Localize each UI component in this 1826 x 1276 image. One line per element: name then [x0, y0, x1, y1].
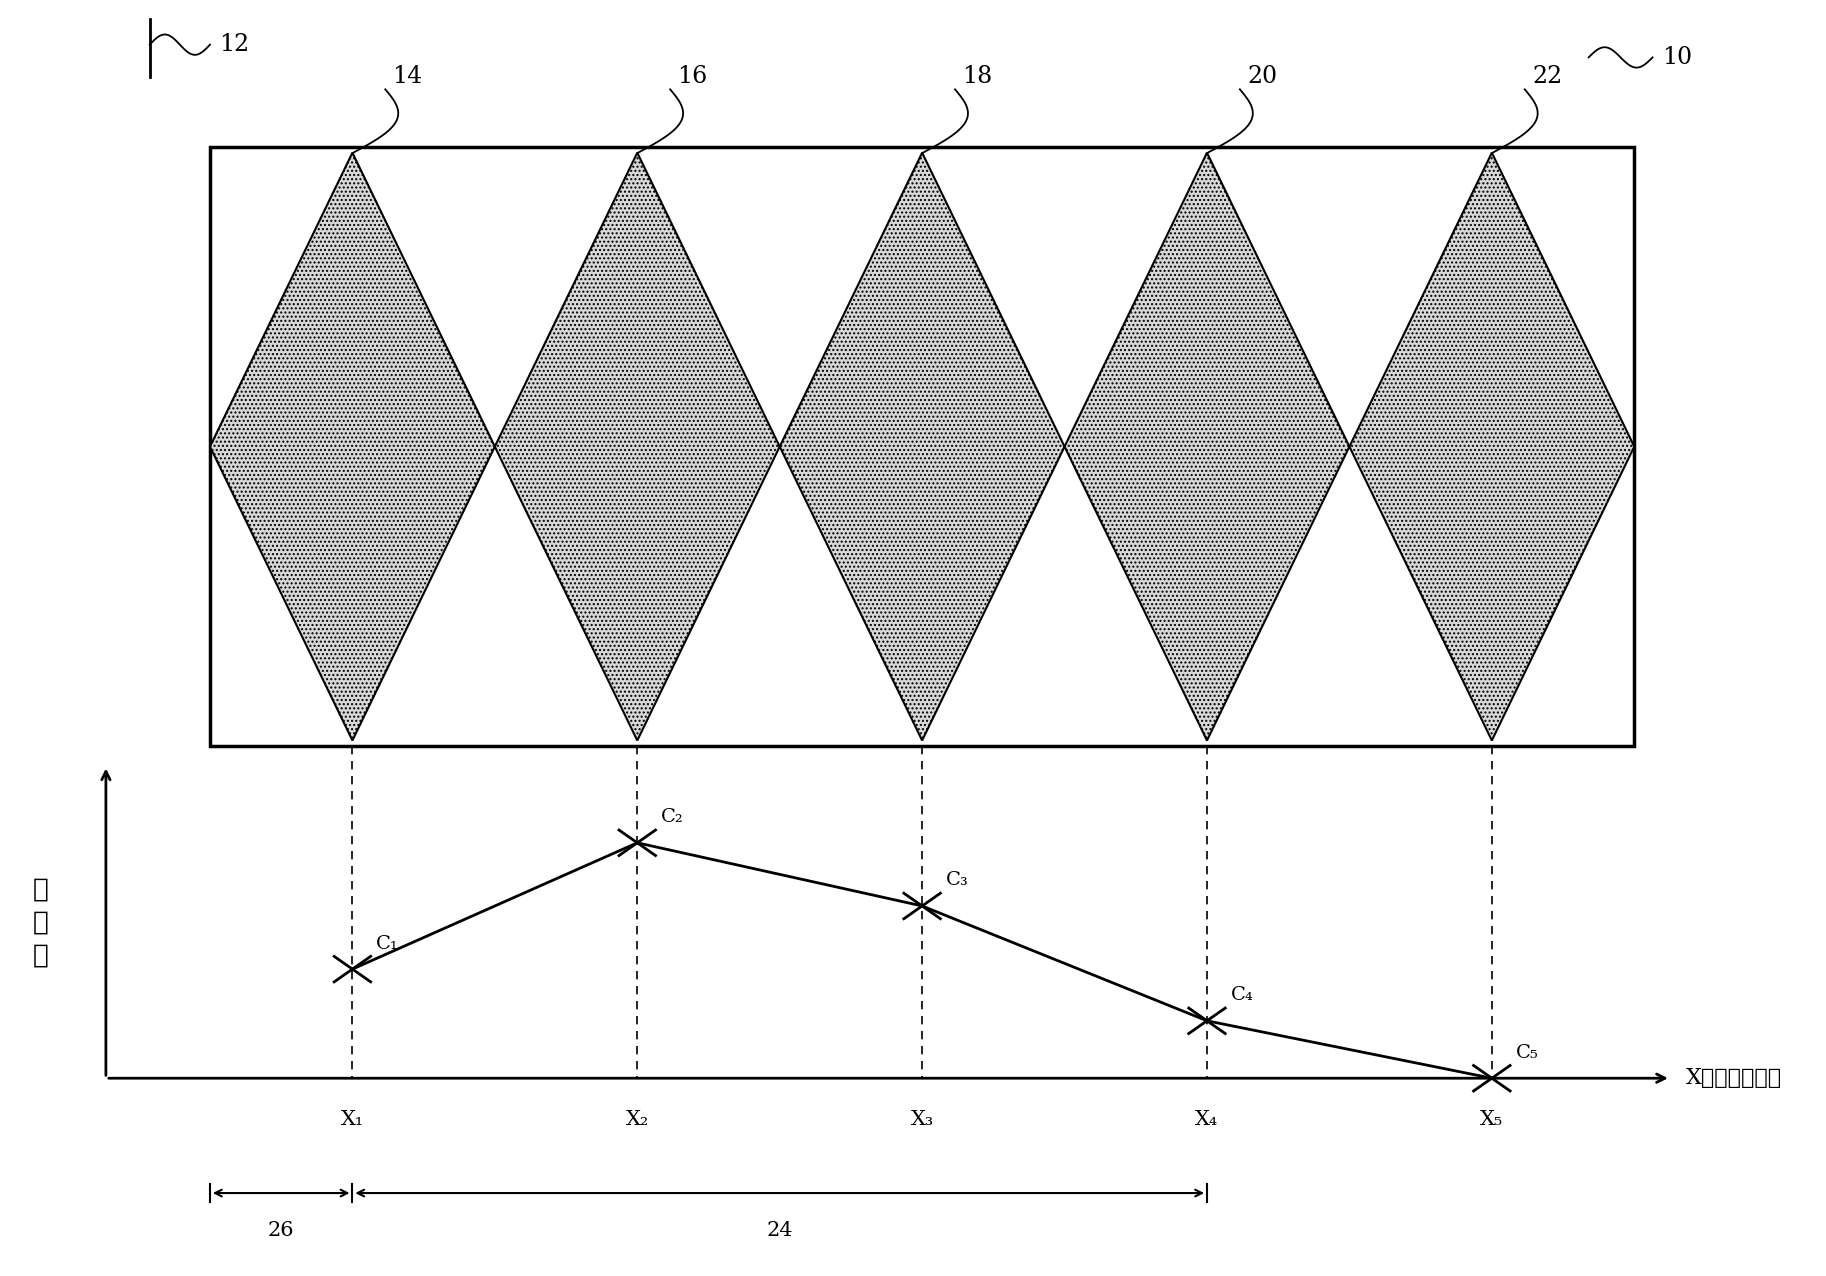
- Polygon shape: [780, 153, 1065, 740]
- Text: C₃: C₃: [946, 872, 968, 889]
- Text: C₅: C₅: [1516, 1044, 1537, 1062]
- Text: X₅: X₅: [1481, 1110, 1503, 1129]
- Text: 20: 20: [1247, 65, 1276, 88]
- Text: 12: 12: [219, 33, 250, 56]
- Polygon shape: [1349, 153, 1634, 740]
- Text: 14: 14: [393, 65, 424, 88]
- Text: X方向上的坐标: X方向上的坐标: [1685, 1067, 1782, 1090]
- Text: C₂: C₂: [661, 808, 683, 827]
- Text: X₄: X₄: [1196, 1110, 1218, 1129]
- Text: 22: 22: [1532, 65, 1563, 88]
- Text: 16: 16: [677, 65, 708, 88]
- Text: X₁: X₁: [341, 1110, 363, 1129]
- Polygon shape: [495, 153, 780, 740]
- Bar: [210, 147, 1634, 746]
- Text: C₄: C₄: [1231, 986, 1253, 1004]
- Text: 10: 10: [1662, 46, 1691, 69]
- Text: 感
应
量: 感 应 量: [33, 877, 47, 967]
- Polygon shape: [210, 153, 495, 740]
- Text: 26: 26: [268, 1221, 294, 1240]
- Text: 18: 18: [962, 65, 993, 88]
- Text: X₃: X₃: [911, 1110, 933, 1129]
- Polygon shape: [1065, 153, 1349, 740]
- Text: X₂: X₂: [626, 1110, 648, 1129]
- Text: C₁: C₁: [376, 934, 398, 952]
- Text: 24: 24: [767, 1221, 792, 1240]
